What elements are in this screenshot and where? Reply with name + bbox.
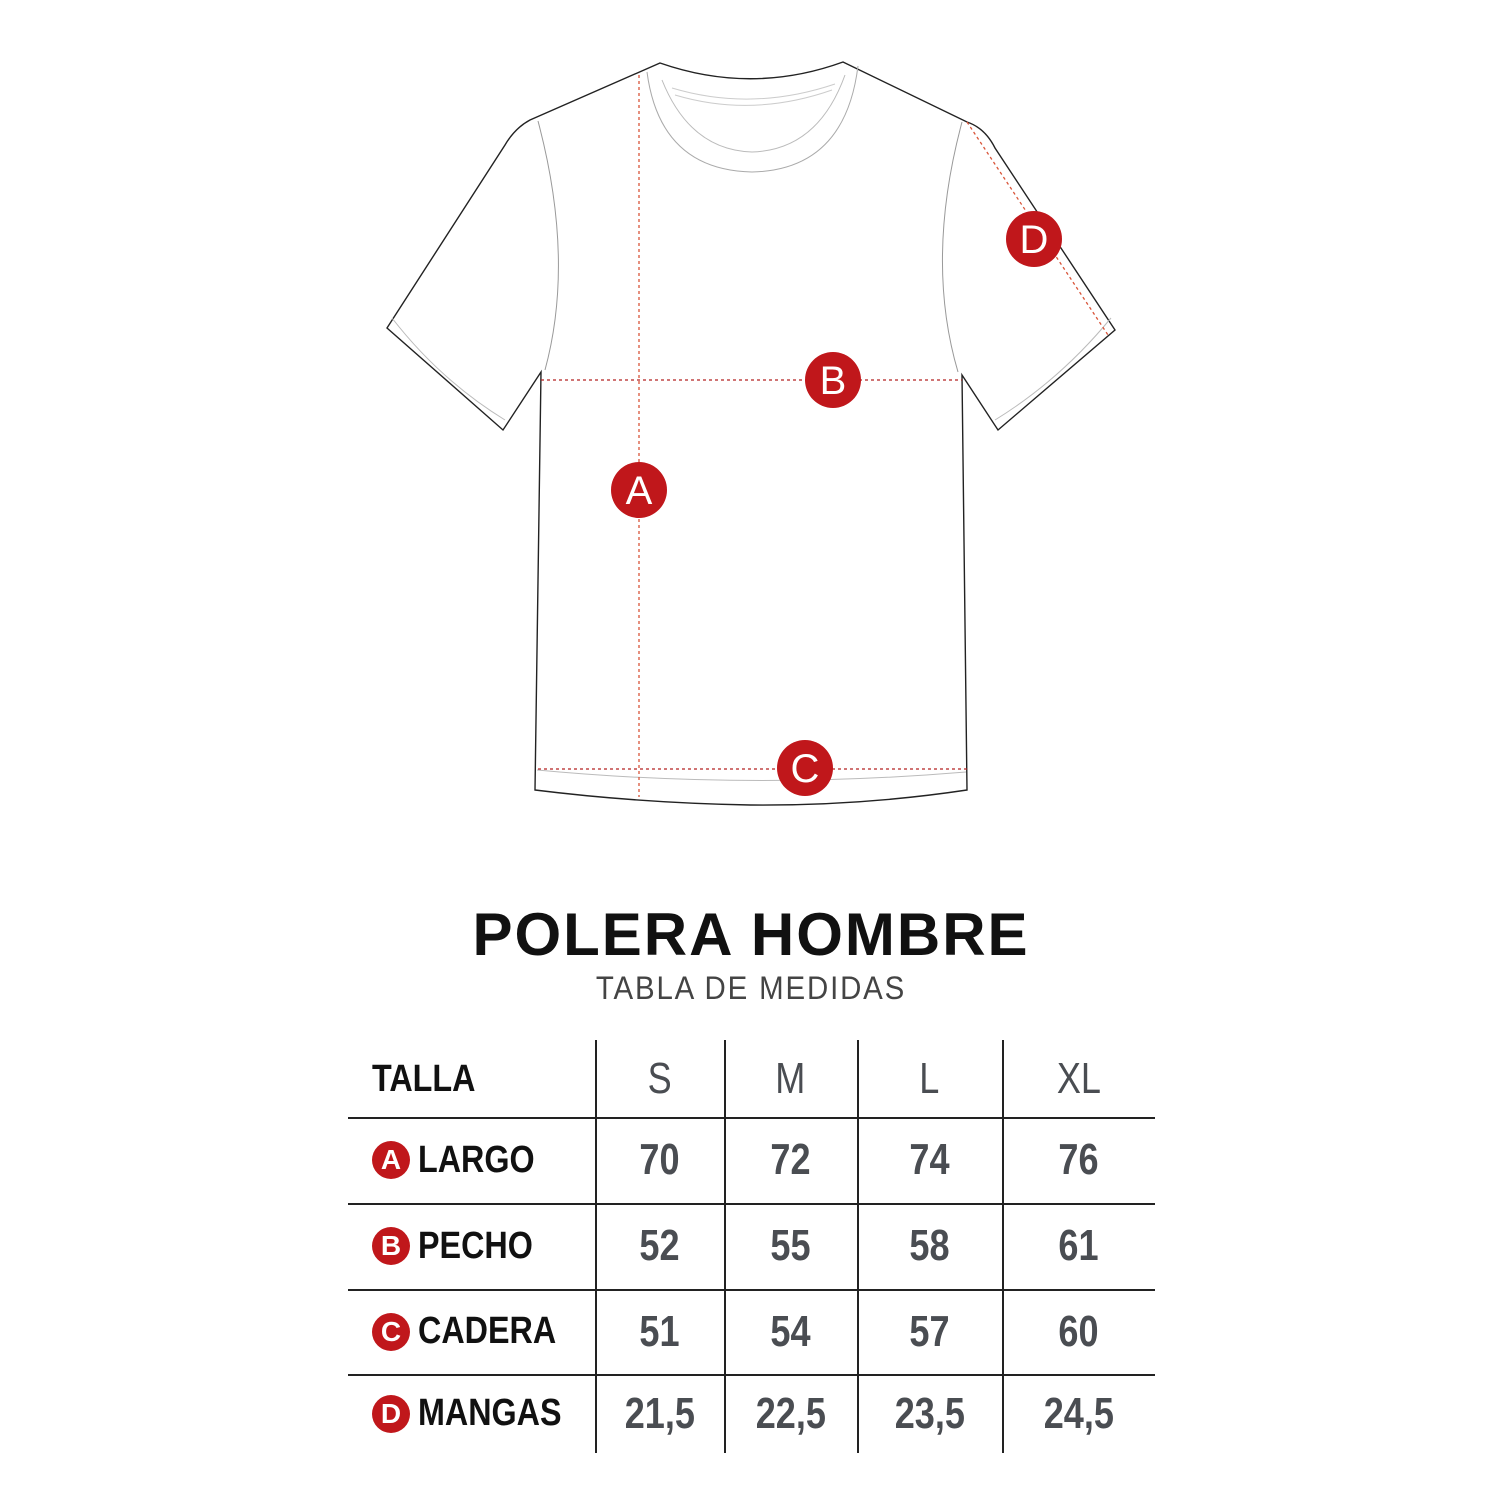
tshirt-outline [386, 61, 1116, 806]
marker-letter: D [1020, 218, 1049, 262]
cell-value: 21,5 [624, 1388, 695, 1438]
cell-value: 22,5 [755, 1388, 826, 1438]
collar-line [671, 83, 836, 100]
size-header-xl: XL [1002, 1040, 1155, 1117]
table-cell: 58 [857, 1203, 1002, 1289]
collar-line [674, 89, 833, 106]
cell-value: 57 [909, 1306, 950, 1356]
size-header-text: L [919, 1053, 940, 1103]
table-cell: 72 [724, 1117, 857, 1203]
cell-value: 70 [639, 1135, 680, 1184]
marker-letter: B [820, 359, 847, 403]
tshirt-diagram: A B C D [386, 61, 1116, 806]
sleeve-hem [391, 317, 506, 421]
row-label-cadera: C CADERA [372, 1289, 581, 1374]
size-header-l: L [857, 1040, 1002, 1117]
row-divider [348, 1203, 1155, 1205]
seam-line [537, 120, 559, 371]
table-cell: 54 [724, 1289, 857, 1374]
row-label-pecho: B PECHO [372, 1203, 553, 1289]
seam-line [941, 121, 963, 373]
table-cell: 55 [724, 1203, 857, 1289]
size-header-text: XL [1056, 1053, 1101, 1103]
marker-badge: A [372, 1141, 410, 1179]
size-header-s: S [595, 1040, 724, 1117]
cell-value: 58 [909, 1221, 950, 1270]
table-cell: 23,5 [857, 1374, 1002, 1453]
cell-value: 51 [639, 1306, 680, 1356]
marker-badge: D [372, 1394, 410, 1433]
marker-c: C [777, 740, 833, 796]
table-cell: 57 [857, 1289, 1002, 1374]
cell-value: 55 [770, 1221, 811, 1270]
cell-value: 76 [1058, 1135, 1099, 1184]
table-cell: 52 [595, 1203, 724, 1289]
table-cell: 51 [595, 1289, 724, 1374]
cell-value: 23,5 [894, 1388, 965, 1438]
marker-circle [777, 740, 833, 796]
marker-badge: B [372, 1227, 410, 1265]
row-divider [348, 1374, 1155, 1376]
column-divider [857, 1040, 859, 1453]
marker-b: B [805, 352, 861, 408]
table-cell: 24,5 [1002, 1374, 1155, 1453]
bottom-hem [536, 769, 967, 782]
sleeve-hem [994, 317, 1112, 421]
table-cell: 61 [1002, 1203, 1155, 1289]
row-divider [348, 1117, 1155, 1119]
row-label-text: CADERA [418, 1310, 557, 1352]
table-cell: 76 [1002, 1117, 1155, 1203]
table-cell: 70 [595, 1117, 724, 1203]
row-divider [348, 1289, 1155, 1291]
row-label-mangas: D MANGAS [372, 1374, 587, 1453]
row-label-text: PECHO [418, 1224, 533, 1267]
marker-letter: A [626, 469, 653, 513]
header-label-text: TALLA [372, 1057, 476, 1100]
cell-value: 24,5 [1043, 1388, 1114, 1438]
cell-value: 72 [770, 1135, 811, 1184]
column-divider [595, 1040, 597, 1453]
size-header-text: S [647, 1053, 672, 1103]
table-cell: 21,5 [595, 1374, 724, 1453]
column-divider [724, 1040, 726, 1453]
collar-line [661, 74, 846, 153]
column-divider [1002, 1040, 1004, 1453]
collar-line [646, 65, 859, 173]
row-label-text: MANGAS [418, 1392, 562, 1434]
cell-value: 60 [1058, 1306, 1099, 1356]
table-cell: 74 [857, 1117, 1002, 1203]
cell-value: 61 [1058, 1221, 1099, 1270]
marker-badge: C [372, 1312, 410, 1351]
marker-d: D [1006, 211, 1062, 267]
size-table: TALLA S M L XL A LARGO 70 72 74 76 B PECHO 52 55 58 61 C… [348, 1040, 1155, 1453]
cell-value: 52 [639, 1221, 680, 1270]
size-header-text: M [775, 1053, 806, 1103]
marker-circle [805, 352, 861, 408]
table-cell: 60 [1002, 1289, 1155, 1374]
size-header-m: M [724, 1040, 857, 1117]
marker-a: A [611, 462, 667, 518]
marker-circle [1006, 211, 1062, 267]
cell-value: 74 [909, 1135, 950, 1184]
page-subtitle: TABLA DE MEDIDAS [595, 970, 907, 1006]
header-label: TALLA [372, 1057, 494, 1101]
row-label-largo: A LARGO [372, 1117, 555, 1203]
cell-value: 54 [770, 1306, 811, 1356]
table-cell: 22,5 [724, 1374, 857, 1453]
marker-circle [611, 462, 667, 518]
row-label-text: LARGO [418, 1138, 535, 1181]
page-title: POLERA HOMBRE [472, 901, 1030, 968]
marker-letter: C [791, 747, 820, 791]
